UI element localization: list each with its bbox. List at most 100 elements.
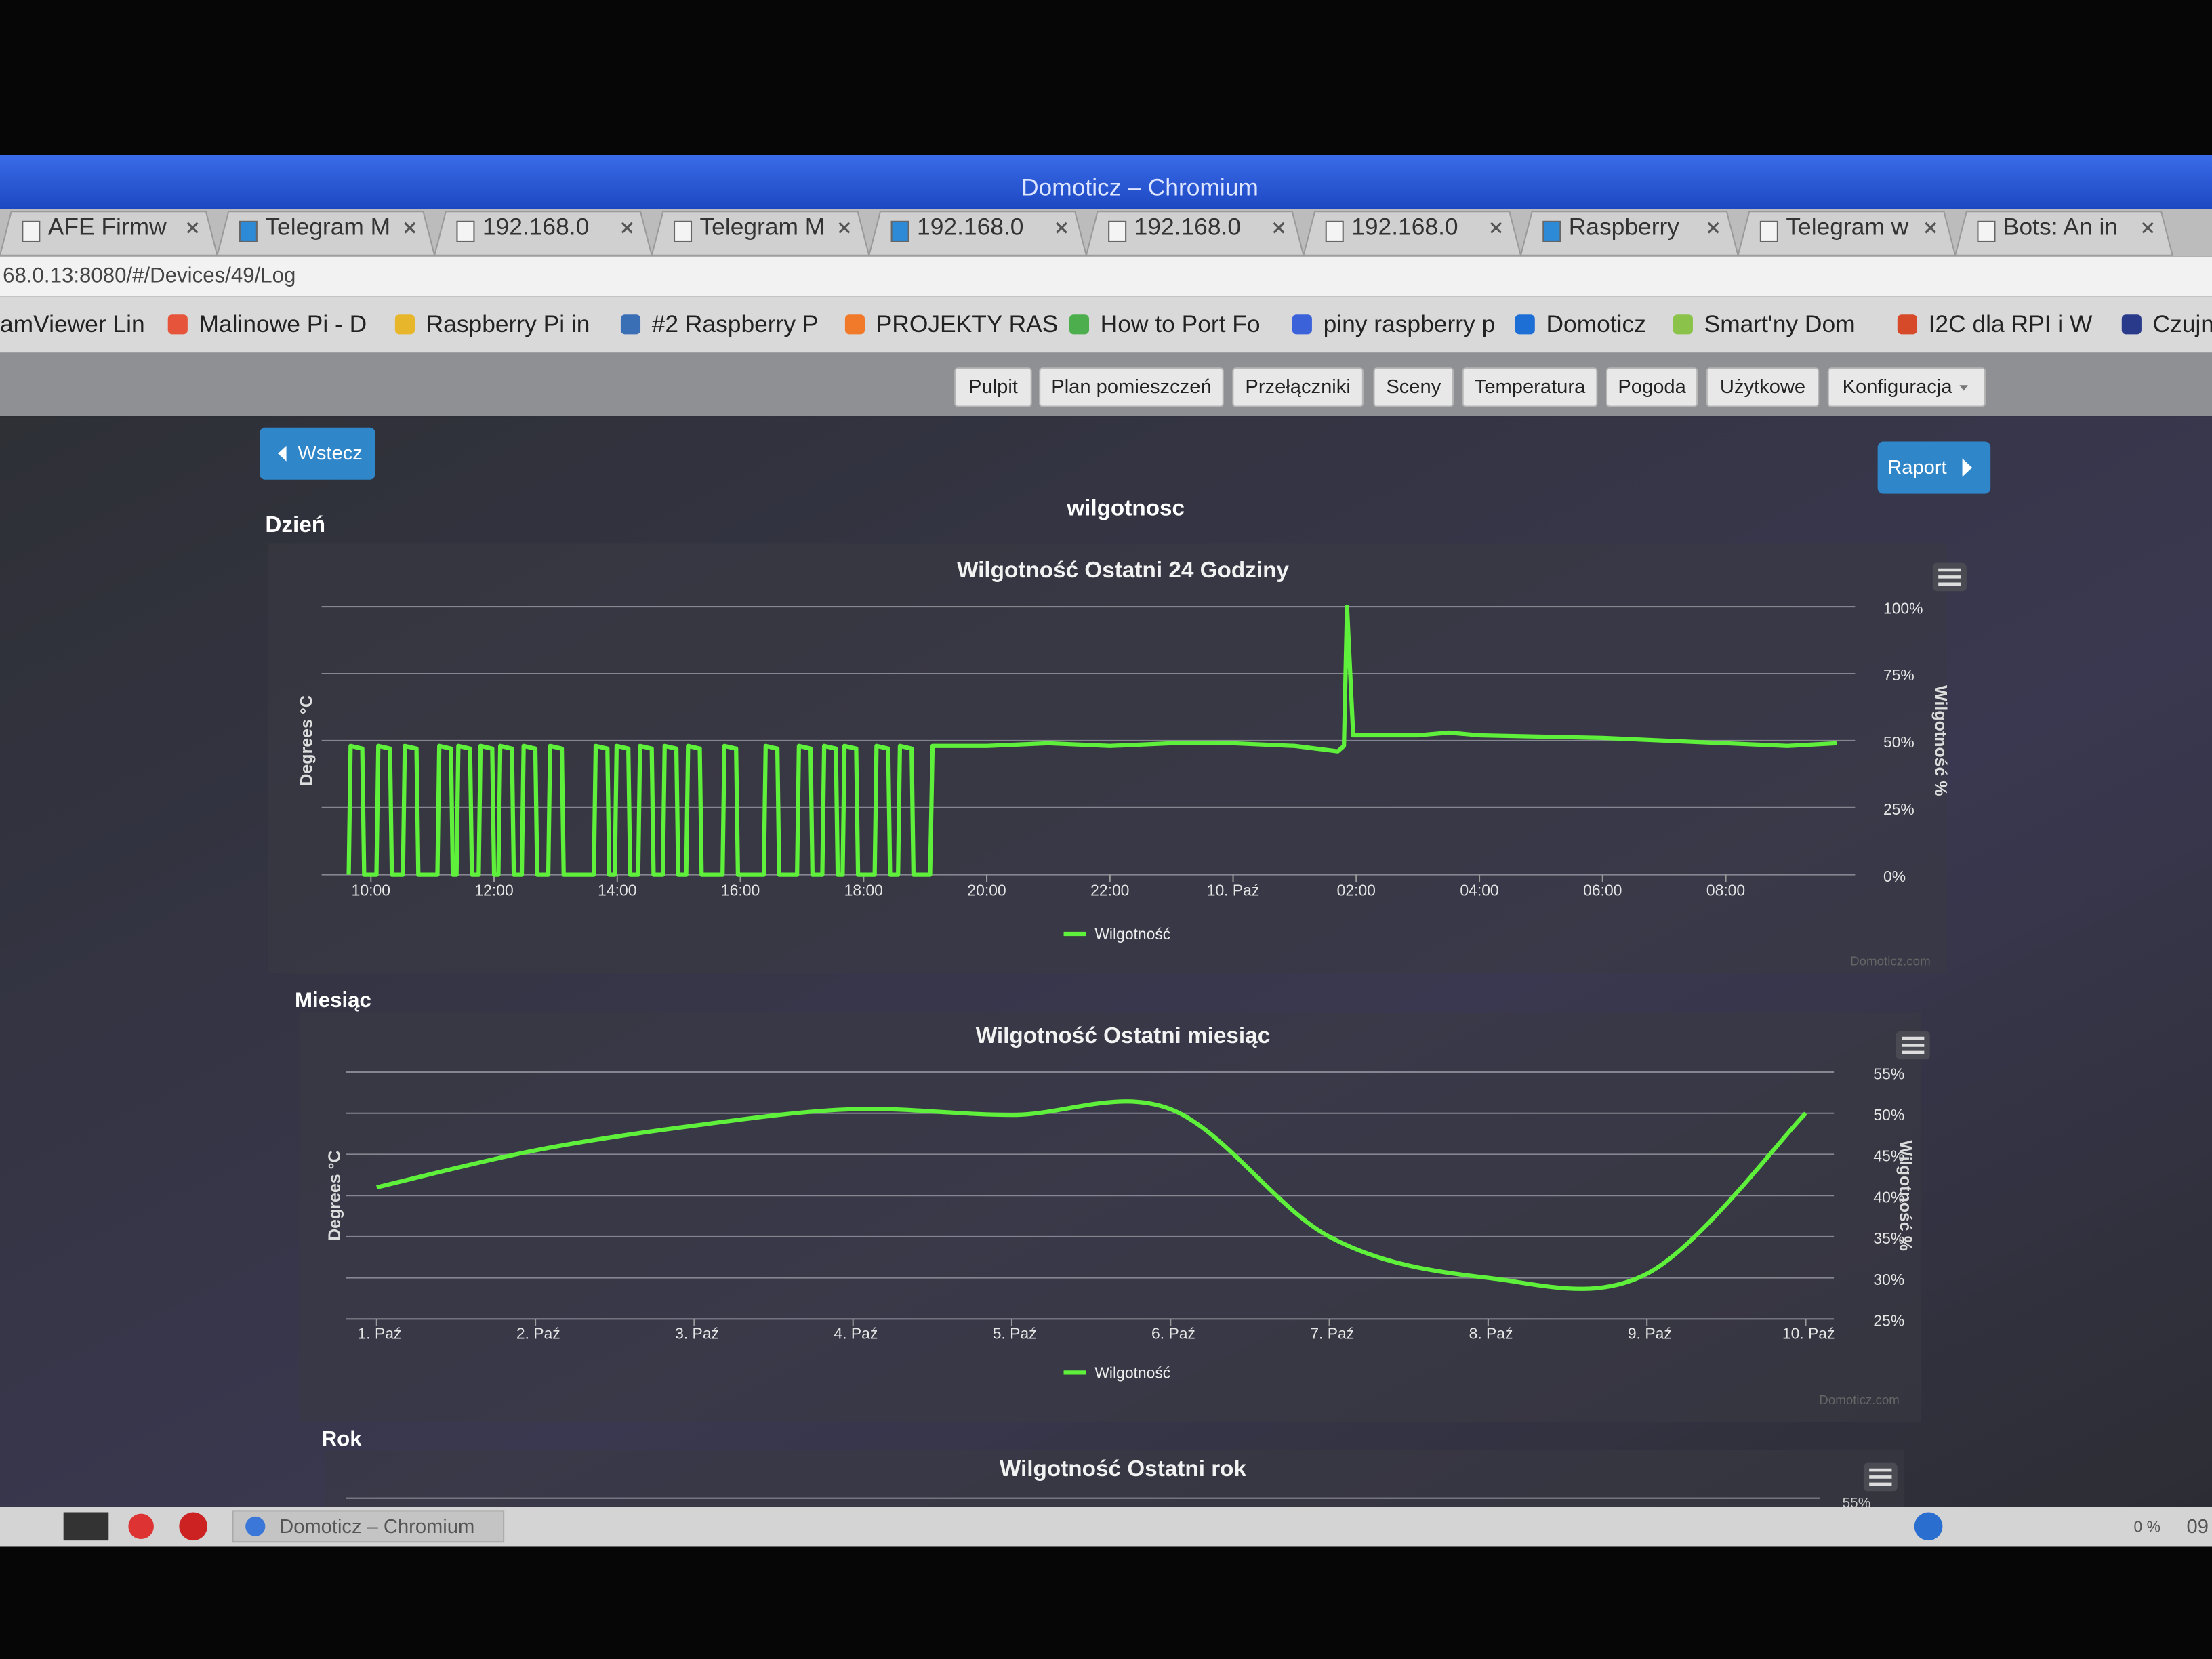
bookmark-icon <box>1673 314 1693 335</box>
credits[interactable]: Domoticz.com <box>1819 1393 1900 1407</box>
tab-label[interactable]: Bots: An in <box>2003 214 2118 241</box>
tab[interactable] <box>0 211 218 256</box>
credits[interactable]: Domoticz.com <box>1850 954 1931 968</box>
tab-close[interactable] <box>1925 222 1937 234</box>
y-tick-label: 55% <box>1873 1065 1904 1082</box>
tray-icon[interactable] <box>1914 1512 1943 1541</box>
bookmark[interactable]: Domoticz <box>1546 311 1645 337</box>
section-title: Dzień <box>265 512 325 537</box>
nav-button[interactable] <box>954 367 1032 407</box>
task-button[interactable] <box>232 1510 505 1543</box>
bookmark[interactable]: Malinowe Pi - D <box>199 311 367 337</box>
nav-button[interactable] <box>1373 367 1454 407</box>
x-tick-label: 04:00 <box>1460 882 1498 899</box>
tab-label[interactable]: 192.168.0 <box>483 214 589 241</box>
x-tick-label: 9. Paź <box>1628 1324 1672 1342</box>
url[interactable]: 68.0.13:8080/#/Devices/49/Log <box>3 263 295 287</box>
tab-favicon <box>1108 220 1127 242</box>
nav-label[interactable]: Przełączniki <box>1245 376 1350 398</box>
chart-title: Wilgotność Ostatni 24 Godziny <box>957 558 1289 583</box>
chart-menu-icon[interactable] <box>1938 568 1961 586</box>
bookmark[interactable]: piny raspberry p <box>1324 311 1496 337</box>
report-arrow <box>1962 458 1973 477</box>
series-line <box>346 604 1837 877</box>
tab-close[interactable] <box>404 222 416 234</box>
bookmark[interactable]: #2 Raspberry P <box>652 311 819 337</box>
nav-button[interactable] <box>1706 367 1820 407</box>
tab[interactable] <box>651 211 870 256</box>
tab-label[interactable]: 192.168.0 <box>1134 214 1241 241</box>
window-title: Domoticz – Chromium <box>1021 174 1258 201</box>
bookmark[interactable]: I2C dla RPI i W <box>1929 311 2093 337</box>
tab-close[interactable] <box>186 222 199 234</box>
terminal-icon[interactable] <box>63 1512 109 1541</box>
tab-close[interactable] <box>838 222 851 234</box>
bookmark[interactable]: How to Port Fo <box>1101 311 1261 337</box>
app-icon[interactable] <box>128 1513 154 1540</box>
report-button[interactable] <box>1877 441 1991 494</box>
tab[interactable] <box>1737 211 1957 256</box>
tab-close[interactable] <box>1273 222 1285 234</box>
tab-favicon <box>239 220 258 242</box>
task-label[interactable]: Domoticz – Chromium <box>279 1516 474 1538</box>
y-axis-title: Degrees °C <box>297 695 316 785</box>
bookmark-icon <box>620 314 641 335</box>
bookmark[interactable]: Czujn <box>2153 311 2212 337</box>
back-button[interactable] <box>260 427 375 480</box>
back-label[interactable]: Wstecz <box>298 443 362 464</box>
nav-label[interactable]: Użytkowe <box>1720 376 1805 398</box>
nav-button[interactable] <box>1827 367 1986 407</box>
tab-label[interactable]: Telegram M <box>699 214 825 241</box>
tab-label[interactable]: 192.168.0 <box>917 214 1023 241</box>
nav-label[interactable]: Pogoda <box>1618 376 1686 398</box>
nav-button[interactable] <box>1039 367 1224 407</box>
tab[interactable] <box>1085 211 1305 256</box>
tab-label[interactable]: 192.168.0 <box>1351 214 1458 241</box>
legend-label[interactable]: Wilgotność <box>1094 1364 1170 1382</box>
bookmark[interactable]: PROJEKTY RAS <box>876 311 1059 337</box>
device-name: wilgotnosc <box>1066 495 1185 520</box>
tab-label[interactable]: Telegram M <box>265 214 390 241</box>
nav-button[interactable] <box>1232 367 1364 407</box>
y-tick-label: 35% <box>1873 1229 1904 1247</box>
nav-label[interactable]: Pulpit <box>968 376 1018 398</box>
tab-close[interactable] <box>2142 222 2154 234</box>
x-tick-label: 1. Paź <box>358 1324 402 1342</box>
x-tick-label: 2. Paź <box>516 1324 560 1342</box>
tab-close[interactable] <box>621 222 633 234</box>
tab[interactable] <box>433 211 653 256</box>
nav-label[interactable]: Temperatura <box>1475 376 1586 398</box>
bookmark[interactable]: Smart'ny Dom <box>1704 311 1856 337</box>
tab[interactable] <box>216 211 436 256</box>
nav-label[interactable]: Plan pomieszczeń <box>1051 376 1211 398</box>
bookmark-icon <box>1897 314 1917 335</box>
nav-button[interactable] <box>1462 367 1598 407</box>
chart-menu-icon[interactable] <box>1902 1036 1925 1054</box>
y-tick-label: 30% <box>1873 1271 1904 1288</box>
chart-panel <box>324 1450 1905 1507</box>
tab[interactable] <box>867 211 1088 256</box>
tab-label[interactable]: Raspberry <box>1569 214 1679 241</box>
tab-label[interactable]: Telegram w <box>1786 214 1908 241</box>
bookmark[interactable]: amViewer Lin <box>0 311 145 337</box>
app-icon[interactable] <box>179 1512 207 1541</box>
nav-button[interactable] <box>1605 367 1698 407</box>
tab-close[interactable] <box>1056 222 1067 234</box>
x-tick-label: 4. Paź <box>834 1324 878 1342</box>
tab-close[interactable] <box>1707 222 1719 234</box>
report-label[interactable]: Raport <box>1887 457 1946 478</box>
tab[interactable] <box>1519 211 1739 256</box>
nav-label[interactable]: Sceny <box>1386 376 1441 398</box>
tab[interactable] <box>1954 211 2174 256</box>
chart-menu-icon[interactable] <box>1869 1468 1892 1486</box>
nav-label[interactable]: Konfiguracja <box>1843 376 1953 398</box>
legend-label[interactable]: Wilgotność <box>1094 925 1170 943</box>
x-tick-label: 22:00 <box>1090 882 1129 899</box>
tab[interactable] <box>1303 211 1522 256</box>
bookmark[interactable]: Raspberry Pi in <box>426 311 590 337</box>
y2-axis-title: Wilgotność % <box>1931 685 1950 796</box>
tab-label[interactable]: AFE Firmw <box>48 214 167 241</box>
tab-favicon <box>1542 220 1561 242</box>
tab-close[interactable] <box>1490 222 1502 234</box>
